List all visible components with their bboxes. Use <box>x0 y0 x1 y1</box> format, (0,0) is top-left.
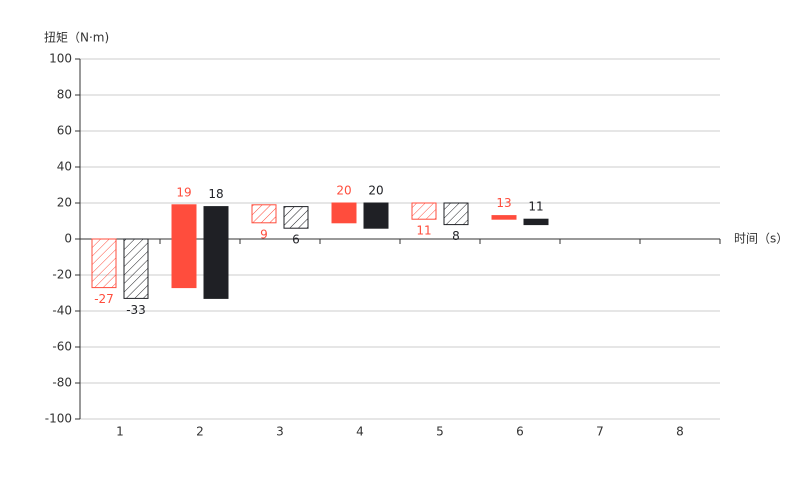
bar <box>123 238 149 299</box>
bar <box>283 206 309 229</box>
bar <box>411 202 437 220</box>
value-label: 20 <box>336 184 351 198</box>
bar <box>331 202 357 224</box>
y-axis-title: 扭矩（N·m) <box>44 31 109 45</box>
x-tick-label: 1 <box>116 425 124 439</box>
y-tick-label: 100 <box>49 52 72 66</box>
y-tick-label: -100 <box>45 412 72 426</box>
x-tick-label: 3 <box>276 425 284 439</box>
value-label: -33 <box>126 303 146 317</box>
value-label: 19 <box>176 185 191 199</box>
x-tick-label: 2 <box>196 425 204 439</box>
x-axis-title: 时间（s） <box>734 232 788 246</box>
bar <box>523 218 549 226</box>
y-tick-label: -20 <box>52 268 72 282</box>
x-tick-label: 4 <box>356 425 364 439</box>
value-label: 18 <box>208 187 223 201</box>
value-label: 20 <box>368 184 383 198</box>
value-label: 11 <box>416 224 431 238</box>
x-tick-label: 5 <box>436 425 444 439</box>
bar <box>251 204 277 224</box>
y-tick-label: -80 <box>52 376 72 390</box>
bar <box>443 202 469 226</box>
y-tick-label: -40 <box>52 304 72 318</box>
x-tick-label: 8 <box>676 425 684 439</box>
bar <box>171 204 197 289</box>
x-tick-label: 6 <box>516 425 524 439</box>
bar <box>91 238 117 289</box>
bar <box>491 215 517 220</box>
y-tick-label: -60 <box>52 340 72 354</box>
value-label: 13 <box>496 196 511 210</box>
value-label: 6 <box>292 233 300 247</box>
x-tick-label: 7 <box>596 425 604 439</box>
value-label: 9 <box>260 227 268 241</box>
y-tick-label: 20 <box>57 196 72 210</box>
bar <box>363 202 389 229</box>
y-tick-label: 80 <box>57 88 72 102</box>
value-label: 11 <box>528 200 543 214</box>
bar <box>203 206 229 299</box>
value-label: 8 <box>452 229 460 243</box>
y-tick-label: 0 <box>64 232 72 246</box>
value-label: -27 <box>94 292 114 306</box>
y-tick-label: 40 <box>57 160 72 174</box>
y-tick-label: 60 <box>57 124 72 138</box>
